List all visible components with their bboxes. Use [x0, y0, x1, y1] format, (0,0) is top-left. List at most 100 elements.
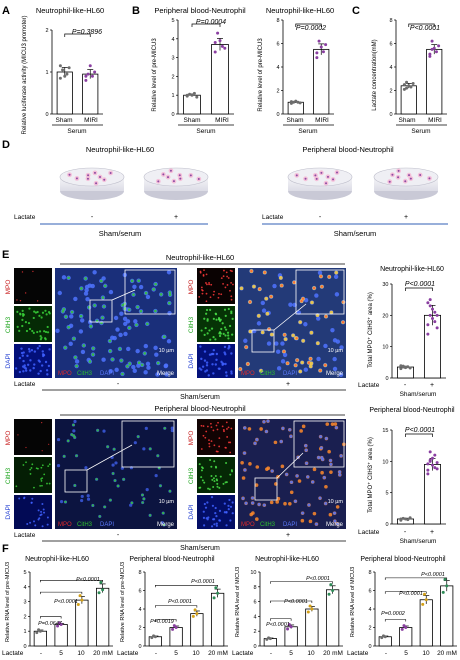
cell-speck	[304, 448, 308, 452]
F3-ytick-label: 10	[250, 570, 256, 576]
merge-label-top-neg-mpo: MPO	[58, 371, 72, 377]
cell-speck	[209, 308, 212, 311]
cell-speck	[210, 495, 214, 499]
cell-speck	[41, 484, 43, 487]
cell-speck	[118, 332, 123, 338]
cell-speck	[201, 288, 203, 291]
cell-speck	[240, 460, 244, 465]
cell-speck	[133, 441, 137, 445]
panel-f-chart-1: 0 1 2 3 4 5	[23, 570, 113, 650]
panel-e-chart-bottom-minus: -	[404, 529, 407, 536]
E-top-point	[433, 320, 437, 324]
cell-speck	[218, 292, 220, 295]
A-point	[65, 72, 69, 76]
cell-speck	[44, 338, 47, 341]
panel-e-chart-bottom-ylabel: Total MPO⁺ CitH3⁺ area (%)	[367, 437, 374, 513]
cell-speck	[297, 479, 302, 483]
cell-speck	[206, 501, 209, 504]
cell-speck	[204, 326, 207, 330]
cell-speck	[40, 478, 42, 480]
cell-speck	[227, 426, 230, 429]
cell-speck	[73, 484, 77, 487]
cell-speck	[334, 270, 339, 275]
cell-speck	[16, 310, 19, 313]
E-top-ytick-label: 20	[382, 313, 388, 319]
cell-speck	[31, 497, 34, 500]
cell-speck	[329, 462, 333, 466]
panel-letter-e: E	[2, 249, 9, 261]
cell-speck	[113, 479, 117, 482]
panel-f1-p3: P<0.0001	[76, 577, 100, 583]
cell-speck	[143, 343, 149, 349]
cell-speck	[208, 445, 211, 448]
panel-b-right-group-label: Serum	[298, 128, 317, 135]
B-left-point	[220, 44, 224, 48]
cell-speck	[295, 358, 299, 362]
cell-speck	[266, 341, 272, 346]
panel-f: Neutrophil-like-HL60 Peripheral blood-Ne…	[2, 556, 457, 657]
panel-e-chart-bottom-title: Peripheral blood-Neutrophil	[369, 407, 455, 414]
cell-speck	[129, 466, 134, 470]
cell-speck	[327, 449, 331, 454]
cell-speck	[329, 310, 334, 315]
cell-speck	[217, 316, 221, 320]
panel-f1-xtick-2: 10	[77, 650, 85, 657]
cell-speck	[163, 363, 168, 369]
cell-speck	[206, 318, 209, 321]
F2-point	[174, 626, 178, 629]
cell-speck	[314, 293, 319, 298]
C-point	[434, 50, 438, 54]
B-right-point	[298, 101, 302, 105]
cell-speck	[122, 316, 128, 322]
cell-speck	[248, 300, 252, 304]
F3-ytick-label: 6	[253, 600, 256, 606]
cell-speck	[248, 329, 253, 334]
F3-point	[329, 583, 333, 587]
cell-speck	[72, 337, 76, 341]
panel-c-xtick-miri: MIRI	[428, 117, 442, 124]
F1-point	[56, 624, 60, 628]
cell-speck	[218, 519, 221, 522]
cell-speck	[48, 443, 50, 445]
cell-speck	[254, 483, 259, 487]
cell-speck	[230, 370, 233, 373]
cell-speck	[137, 435, 140, 438]
cell-speck	[229, 451, 232, 454]
F4-ytick-label: 6	[368, 589, 371, 595]
cell-speck	[40, 364, 44, 367]
cell-speck	[230, 372, 233, 375]
dish-cell-nucleus	[157, 180, 160, 183]
cell-speck	[38, 360, 41, 363]
cell-speck	[276, 496, 281, 501]
panel-e-bottom-lactate: Lactate	[14, 532, 36, 539]
cell-speck	[213, 523, 216, 526]
cell-speck	[154, 352, 159, 357]
cell-speck	[243, 468, 247, 472]
micro-top-pos-mpo	[197, 268, 235, 304]
cell-speck	[140, 363, 144, 367]
dish-cell-nucleus	[314, 174, 317, 177]
cell-speck	[226, 428, 228, 430]
cell-speck	[114, 461, 118, 465]
cell-speck	[203, 524, 206, 527]
F1-point	[97, 591, 101, 595]
cell-speck	[200, 286, 203, 289]
merge-label-top-neg-cith3: CitH3	[77, 371, 93, 377]
cell-speck	[206, 518, 209, 521]
cell-speck	[41, 350, 44, 353]
panel-e-chart-top-pvalue: P<0.0001	[405, 281, 435, 288]
dish-cell-nucleus	[404, 180, 407, 183]
C-point	[411, 81, 415, 85]
cell-speck	[121, 303, 125, 307]
F3-point	[306, 610, 310, 614]
E-top-point	[431, 316, 434, 320]
cell-speck	[247, 427, 252, 431]
panel-d: Neutrophil-like-HL60 Peripheral blood-Ne…	[14, 145, 448, 238]
cell-speck	[212, 293, 215, 296]
dish-cell-nucleus	[167, 176, 170, 179]
cell-speck	[70, 433, 73, 436]
panel-e-bottom-plus: +	[286, 532, 290, 539]
cell-speck	[37, 509, 40, 512]
panel-f2-p1: P=0.0019	[150, 619, 174, 625]
cell-speck	[148, 514, 152, 517]
